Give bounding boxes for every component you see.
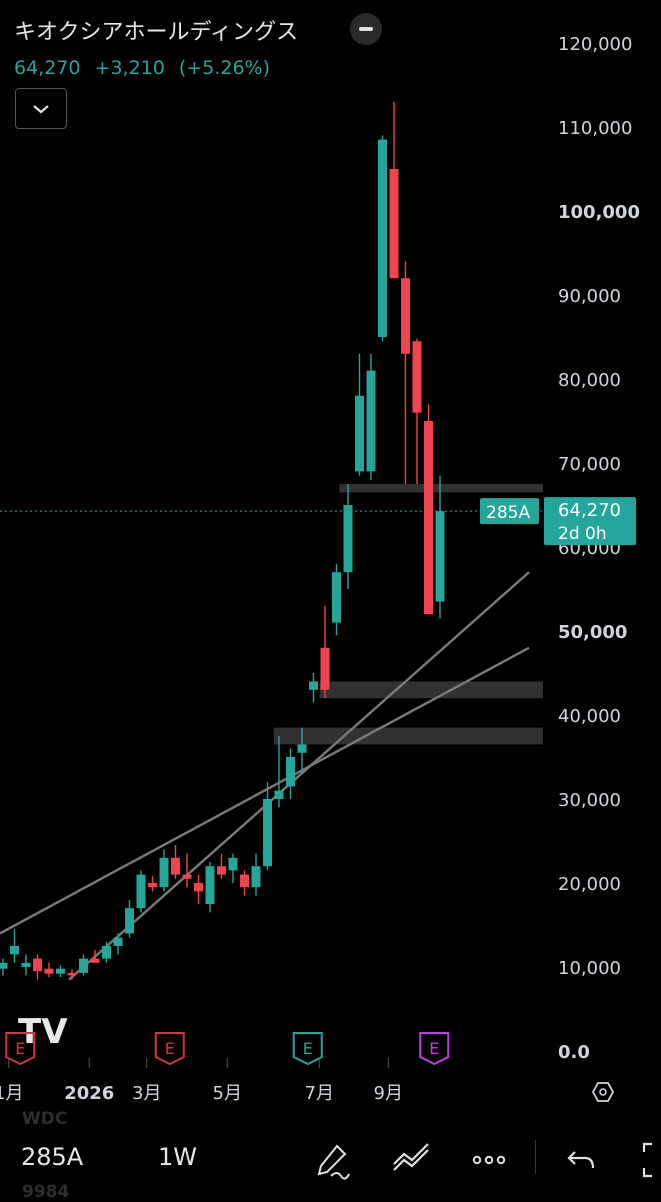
candle-body[interactable] [10, 946, 19, 955]
y-tick-label: 80,000 [558, 370, 621, 391]
candle-body[interactable] [378, 139, 387, 337]
candle-body[interactable] [194, 883, 203, 892]
instrument-title: キオクシアホールディングス [14, 20, 299, 45]
candle-body[interactable] [159, 857, 169, 888]
price-change: +3,210 [94, 57, 165, 79]
candle-body[interactable] [102, 946, 111, 959]
y-tick-label: 50,000 [558, 622, 627, 643]
pen-icon[interactable] [313, 1140, 353, 1180]
earnings-marker[interactable] [154, 1032, 185, 1066]
candle-body[interactable] [79, 958, 88, 973]
candle-body[interactable] [366, 370, 376, 472]
symbol-badge-bg [480, 498, 539, 525]
candle-body[interactable] [286, 757, 295, 787]
x-tick-label: 2026 [64, 1083, 114, 1104]
y-tick-label: 10,000 [558, 958, 621, 979]
candle-body[interactable] [251, 866, 261, 888]
y-tick-label: 30,000 [558, 790, 621, 811]
x-tick-label: 7月 [305, 1083, 334, 1104]
last-price: 64,270 [14, 57, 81, 79]
earnings-label: E [303, 1039, 313, 1058]
earnings-label: E [15, 1039, 25, 1058]
fullscreen-icon[interactable] [636, 1140, 661, 1180]
candle-body[interactable] [435, 511, 445, 602]
candle-body[interactable] [401, 278, 410, 354]
y-tick-label: 100,000 [558, 202, 640, 223]
trend-line[interactable] [68, 571, 530, 981]
x-tick-label: 5月 [213, 1083, 242, 1104]
minus-icon [359, 27, 373, 31]
earnings-marker[interactable] [292, 1032, 323, 1066]
chevron-down-icon [33, 104, 49, 113]
candle-body[interactable] [56, 968, 65, 974]
candle-body[interactable] [240, 874, 249, 888]
y-tick-label: 120,000 [558, 34, 632, 55]
candle-body[interactable] [44, 968, 54, 974]
earnings-label: E [165, 1039, 175, 1058]
candle-body[interactable] [217, 866, 226, 875]
price-zone [319, 681, 543, 699]
indicators-icon[interactable] [390, 1140, 434, 1180]
y-tick-label: 70,000 [558, 454, 621, 475]
collapse-button[interactable] [350, 13, 382, 45]
expand-legend-button[interactable] [15, 88, 67, 129]
candle-body[interactable] [297, 744, 307, 753]
candle-body[interactable] [33, 958, 42, 972]
chart-settings-icon-center [599, 1088, 607, 1096]
price-change-pct: (+5.26%) [178, 57, 271, 79]
toolbar-divider [535, 1140, 536, 1174]
price-chart[interactable]: TV0.010,00020,00030,00040,00050,00060,00… [0, 0, 661, 1110]
candle-body[interactable] [355, 395, 364, 472]
candle-body[interactable] [0, 962, 8, 969]
candle-body[interactable] [182, 874, 192, 879]
last-price-label: 64,270 [558, 500, 621, 521]
more-icon[interactable] [469, 1140, 509, 1180]
quote-line: 64,270 +3,210 (+5.26%) [14, 57, 278, 79]
undo-icon[interactable] [565, 1140, 599, 1180]
earnings-label: E [429, 1039, 439, 1058]
candle-body[interactable] [125, 908, 134, 934]
chart-settings-icon[interactable] [591, 1082, 615, 1102]
price-zone [339, 484, 543, 493]
interval-button[interactable]: 1W [158, 1143, 197, 1171]
bottom-toolbar: WDC 9984 [0, 1109, 661, 1202]
candle-body[interactable] [136, 874, 146, 909]
last-price-badge [544, 497, 636, 546]
candle-body[interactable] [205, 866, 215, 904]
candle-body[interactable] [171, 857, 180, 875]
price-zone [273, 727, 543, 745]
earnings-marker[interactable] [419, 1032, 450, 1066]
y-tick-label: 0.0 [558, 1042, 590, 1063]
candle-body[interactable] [389, 169, 399, 279]
candle-body[interactable] [332, 572, 341, 623]
candle-body[interactable] [320, 647, 330, 690]
y-tick-label: 90,000 [558, 286, 621, 307]
candle-body[interactable] [90, 958, 100, 963]
x-tick-label: 9月 [374, 1083, 403, 1104]
prev-symbol-ghost: WDC [22, 1109, 68, 1129]
candle-body[interactable] [67, 972, 77, 976]
earnings-marker[interactable] [5, 1032, 36, 1066]
candle-body[interactable] [21, 962, 31, 967]
next-symbol-ghost: 9984 [22, 1182, 70, 1202]
candle-body[interactable] [309, 681, 318, 690]
candle-body[interactable] [274, 790, 284, 799]
bar-countdown: 2d 0h [558, 524, 607, 544]
candle-body[interactable] [148, 883, 157, 888]
y-tick-label: 20,000 [558, 874, 621, 895]
y-tick-label: 40,000 [558, 706, 621, 727]
x-tick-label: 3月 [132, 1083, 161, 1104]
symbol-button[interactable]: 285A [21, 1143, 84, 1171]
candle-body[interactable] [113, 937, 123, 946]
symbol-badge: 285A [486, 503, 530, 523]
candle-body[interactable] [263, 799, 272, 867]
trend-line[interactable] [0, 646, 530, 935]
y-tick-label: 110,000 [558, 118, 632, 139]
x-tick-label: 1月 [0, 1083, 23, 1104]
candle-body[interactable] [412, 341, 422, 413]
candle-body[interactable] [424, 421, 433, 615]
candle-body[interactable] [228, 857, 238, 871]
candle-body[interactable] [343, 505, 353, 573]
